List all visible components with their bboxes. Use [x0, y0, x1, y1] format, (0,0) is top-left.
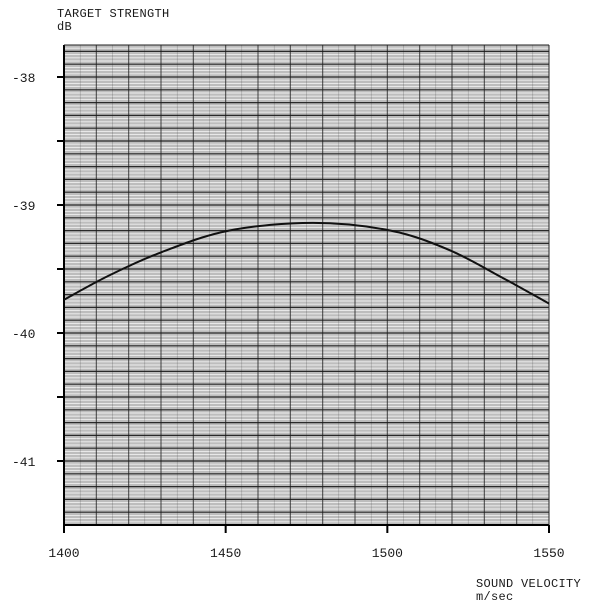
chart-grid	[63, 44, 550, 526]
y-tick-label: -39	[12, 199, 35, 214]
data-curve	[63, 221, 550, 305]
plot-frame	[63, 44, 550, 526]
y-tick-label: -40	[12, 327, 35, 342]
x-tick-label: 1400	[48, 546, 79, 561]
x-axis-title-text: SOUND VELOCITY	[476, 577, 582, 591]
y-tick-label: -41	[12, 455, 36, 470]
x-axis-unit: m/sec	[476, 590, 514, 604]
y-tick-label: -38	[12, 71, 35, 86]
y-axis-title-text: TARGET STRENGTH	[57, 7, 170, 21]
x-tick-label: 1500	[372, 546, 403, 561]
y-axis-unit: dB	[57, 20, 73, 34]
axis-ticks	[57, 76, 550, 533]
tick-labels: -38 -39 -40 -41 1400 1450 1500 1550	[12, 71, 565, 561]
x-tick-label: 1550	[533, 546, 564, 561]
x-tick-label: 1450	[210, 546, 241, 561]
y-axis-title: TARGET STRENGTH dB	[57, 8, 170, 34]
x-axis-title: SOUND VELOCITY m/sec	[476, 578, 581, 604]
